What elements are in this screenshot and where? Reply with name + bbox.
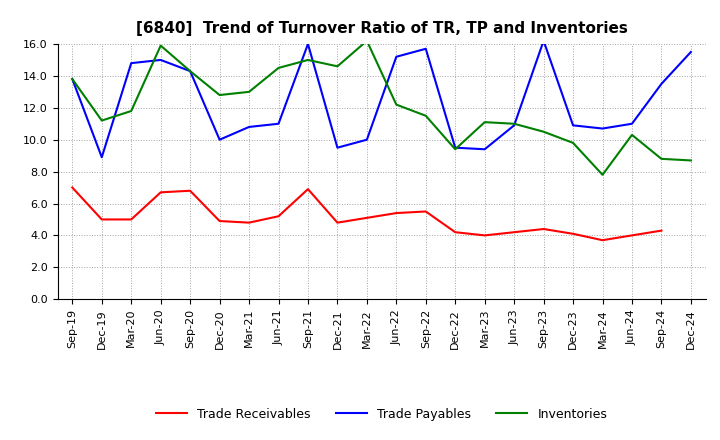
Line: Trade Payables: Trade Payables	[72, 41, 691, 157]
Trade Receivables	[127, 217, 135, 222]
Inventories	[628, 132, 636, 138]
Inventories	[569, 140, 577, 146]
Trade Payables	[97, 154, 106, 160]
Trade Payables	[657, 81, 666, 87]
Title: [6840]  Trend of Turnover Ratio of TR, TP and Inventories: [6840] Trend of Turnover Ratio of TR, TP…	[135, 21, 628, 36]
Trade Payables	[68, 77, 76, 82]
Line: Inventories: Inventories	[72, 41, 691, 175]
Trade Payables	[333, 145, 342, 150]
Trade Receivables	[628, 233, 636, 238]
Line: Trade Receivables: Trade Receivables	[72, 187, 662, 240]
Trade Receivables	[480, 233, 489, 238]
Trade Receivables	[539, 226, 548, 231]
Trade Payables	[569, 123, 577, 128]
Trade Payables	[363, 137, 372, 142]
Trade Payables	[510, 123, 518, 128]
Trade Payables	[127, 60, 135, 66]
Inventories	[657, 156, 666, 161]
Trade Payables	[156, 57, 165, 62]
Inventories	[510, 121, 518, 126]
Trade Receivables	[274, 214, 283, 219]
Trade Payables	[215, 137, 224, 142]
Trade Payables	[539, 38, 548, 44]
Trade Payables	[304, 41, 312, 47]
Trade Receivables	[304, 187, 312, 192]
Trade Payables	[274, 121, 283, 126]
Trade Receivables	[363, 215, 372, 220]
Trade Receivables	[657, 228, 666, 233]
Legend: Trade Receivables, Trade Payables, Inventories: Trade Receivables, Trade Payables, Inven…	[151, 403, 612, 425]
Trade Receivables	[569, 231, 577, 236]
Inventories	[333, 64, 342, 69]
Inventories	[127, 108, 135, 114]
Trade Receivables	[510, 230, 518, 235]
Inventories	[480, 120, 489, 125]
Trade Payables	[628, 121, 636, 126]
Trade Receivables	[333, 220, 342, 225]
Trade Payables	[186, 69, 194, 74]
Inventories	[97, 118, 106, 123]
Inventories	[186, 69, 194, 74]
Trade Receivables	[68, 185, 76, 190]
Inventories	[68, 77, 76, 82]
Trade Receivables	[215, 218, 224, 224]
Inventories	[539, 129, 548, 134]
Trade Receivables	[421, 209, 430, 214]
Inventories	[363, 38, 372, 44]
Trade Receivables	[186, 188, 194, 194]
Inventories	[392, 102, 400, 107]
Trade Payables	[480, 147, 489, 152]
Trade Payables	[687, 49, 696, 55]
Trade Receivables	[97, 217, 106, 222]
Trade Receivables	[156, 190, 165, 195]
Trade Payables	[392, 54, 400, 59]
Inventories	[598, 172, 607, 177]
Trade Receivables	[392, 210, 400, 216]
Inventories	[215, 92, 224, 98]
Trade Receivables	[451, 230, 459, 235]
Inventories	[245, 89, 253, 95]
Trade Receivables	[245, 220, 253, 225]
Inventories	[156, 43, 165, 48]
Inventories	[451, 147, 459, 152]
Inventories	[274, 65, 283, 70]
Trade Payables	[245, 124, 253, 129]
Trade Payables	[451, 145, 459, 150]
Trade Payables	[421, 46, 430, 51]
Trade Payables	[598, 126, 607, 131]
Trade Receivables	[598, 238, 607, 243]
Inventories	[421, 113, 430, 118]
Inventories	[304, 57, 312, 62]
Inventories	[687, 158, 696, 163]
